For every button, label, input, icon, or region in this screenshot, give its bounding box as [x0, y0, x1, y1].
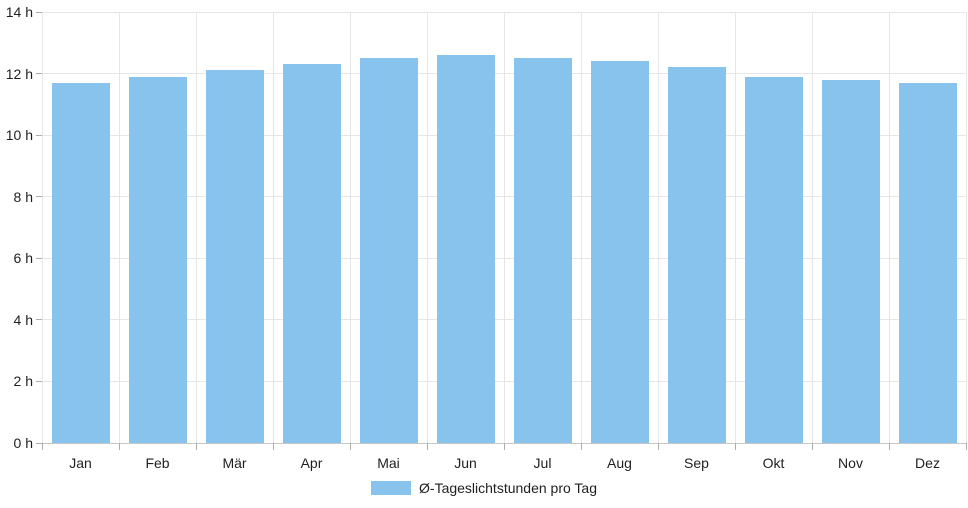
x-axis-tick [195, 443, 197, 450]
x-axis-tick [272, 443, 274, 450]
grid-line-vertical [580, 12, 582, 443]
y-tick-label: 12 h [5, 65, 33, 82]
y-tick-label: 8 h [13, 188, 33, 205]
x-tick-label: Sep [684, 455, 709, 471]
x-axis-tick [888, 443, 890, 450]
y-axis-tick [36, 73, 42, 75]
bar[interactable] [282, 64, 341, 443]
x-tick-label: Jan [69, 455, 92, 471]
bar[interactable] [821, 79, 880, 443]
y-axis-tick [36, 196, 42, 198]
x-axis-tick [734, 443, 736, 450]
x-tick-label: Mär [222, 455, 247, 471]
bar[interactable] [359, 58, 418, 443]
x-tick-label: Jun [454, 455, 477, 471]
x-axis-tick [965, 443, 967, 450]
bar[interactable] [667, 67, 726, 443]
grid-line-vertical [426, 12, 428, 443]
y-tick-label: 2 h [13, 373, 33, 390]
bar[interactable] [513, 58, 572, 443]
x-axis-tick [503, 443, 505, 450]
y-tick-label: 6 h [13, 250, 33, 267]
bar[interactable] [51, 82, 110, 443]
grid-line-vertical [272, 12, 274, 443]
y-axis-tick [36, 380, 42, 382]
grid-line-vertical [965, 12, 967, 443]
chart-legend: Ø-Tageslichtstunden pro Tag [0, 480, 968, 496]
grid-line-vertical [657, 12, 659, 443]
grid-line-vertical [888, 12, 890, 443]
legend-swatch [371, 481, 412, 495]
x-tick-label: Feb [145, 455, 170, 471]
x-axis-tick [349, 443, 351, 450]
y-axis-tick [36, 319, 42, 321]
x-tick-label: Nov [838, 455, 863, 471]
y-axis-tick [36, 442, 42, 444]
bar[interactable] [128, 76, 187, 443]
grid-line-vertical [734, 12, 736, 443]
bar[interactable] [590, 61, 649, 443]
x-tick-label: Dez [915, 455, 940, 471]
y-axis-tick [36, 134, 42, 136]
x-tick-label: Aug [607, 455, 632, 471]
bar[interactable] [205, 70, 264, 443]
grid-line-vertical [503, 12, 505, 443]
bar[interactable] [436, 55, 495, 443]
y-axis-tick [36, 11, 42, 13]
grid-line-vertical [118, 12, 120, 443]
x-axis-tick [580, 443, 582, 450]
x-axis-tick [41, 443, 43, 450]
y-tick-label: 14 h [5, 4, 33, 20]
x-axis-tick [657, 443, 659, 450]
grid-line-vertical [195, 12, 197, 443]
y-axis-tick [36, 257, 42, 259]
x-tick-label: Jul [533, 455, 552, 471]
legend-label: Ø-Tageslichtstunden pro Tag [419, 480, 597, 496]
grid-line-vertical [811, 12, 813, 443]
grid-line-vertical [349, 12, 351, 443]
x-axis-tick [426, 443, 428, 450]
bar[interactable] [898, 82, 957, 443]
x-axis-tick [118, 443, 120, 450]
x-tick-label: Apr [300, 455, 323, 471]
y-tick-label: 4 h [13, 311, 33, 328]
y-tick-label: 0 h [13, 435, 33, 451]
x-axis-tick [811, 443, 813, 450]
bar[interactable] [744, 76, 803, 443]
y-tick-label: 10 h [5, 127, 33, 144]
grid-line-vertical [41, 12, 43, 443]
x-tick-label: Mai [377, 455, 400, 471]
x-tick-label: Okt [762, 455, 785, 471]
